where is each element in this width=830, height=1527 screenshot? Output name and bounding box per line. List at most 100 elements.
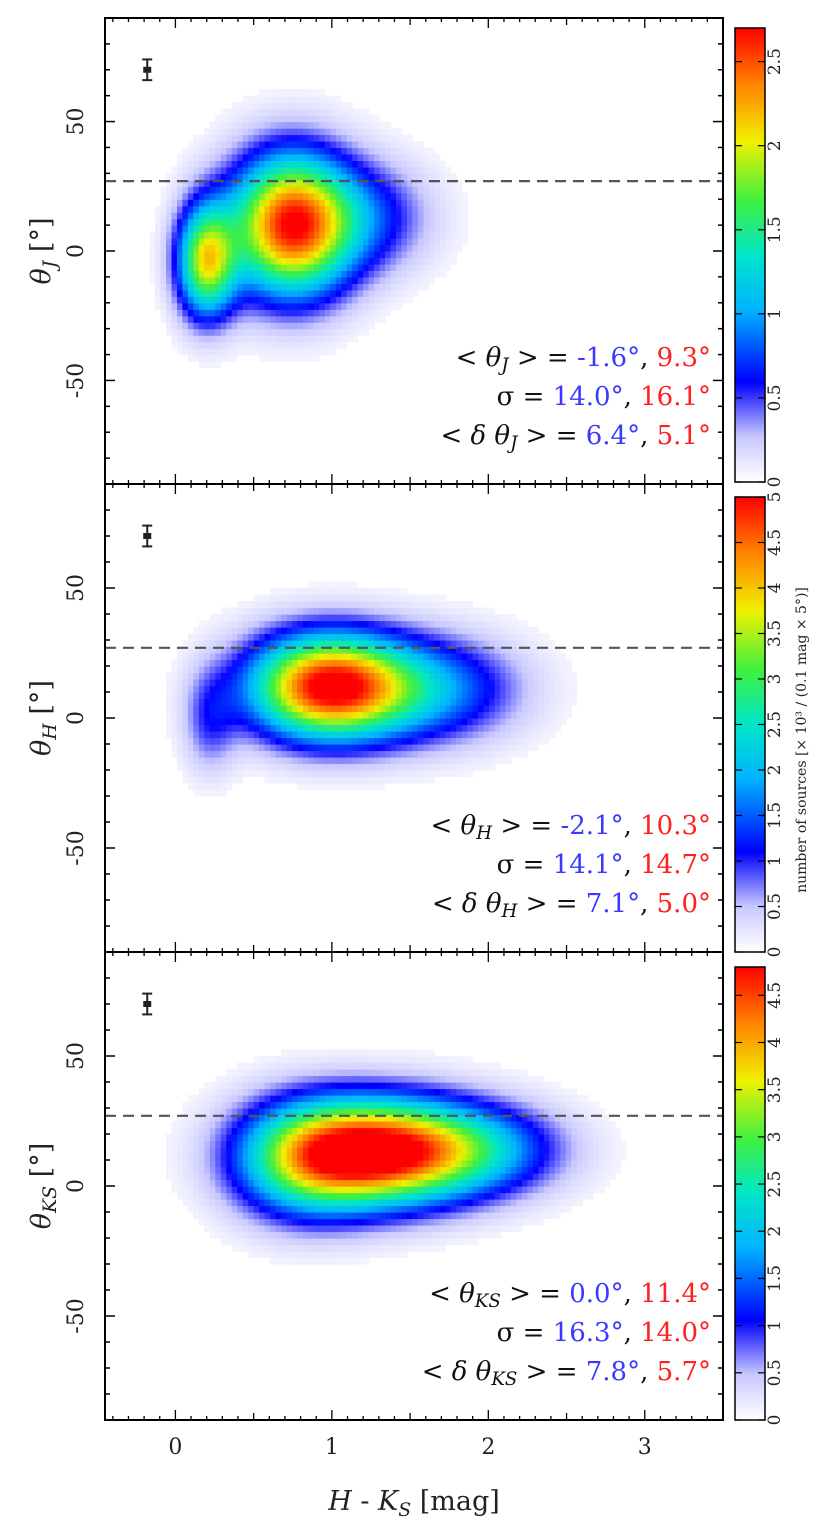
density-cell [363, 270, 370, 278]
density-cell [494, 698, 501, 706]
density-cell [302, 289, 309, 297]
density-cell [417, 692, 424, 700]
density-cell [177, 348, 184, 356]
density-cell [341, 115, 348, 123]
density-cell [204, 205, 211, 213]
density-cell [313, 315, 320, 323]
density-cell [467, 705, 474, 713]
density-cell [220, 244, 227, 252]
density-map-H [166, 581, 578, 797]
density-cell [346, 588, 353, 596]
density-cell [335, 296, 342, 304]
density-cell [292, 1153, 299, 1161]
density-cell [253, 205, 260, 213]
density-cell [171, 737, 178, 745]
density-cell [253, 1140, 260, 1148]
density-cell [177, 257, 184, 265]
density-cell [363, 147, 370, 155]
density-cell [313, 659, 320, 667]
density-cell [198, 302, 205, 310]
density-cell [335, 627, 342, 635]
density-cell [407, 666, 414, 674]
density-cell [171, 666, 178, 674]
density-cell [237, 270, 244, 278]
density-cell [297, 646, 304, 654]
density-cell [335, 263, 342, 271]
density-cell [177, 724, 184, 732]
density-cell [472, 633, 479, 641]
density-cell [456, 672, 463, 680]
density-cell [500, 672, 507, 680]
density-cell [522, 653, 529, 661]
density-cell [423, 192, 430, 200]
density-cell [390, 633, 397, 641]
density-cell [390, 212, 397, 220]
density-cell [248, 153, 255, 161]
density-cell [472, 724, 479, 732]
density-cell [281, 659, 288, 667]
density-cell [396, 251, 403, 259]
density-cell [292, 199, 299, 207]
density-cell [297, 89, 304, 97]
density-cell [204, 257, 211, 265]
density-cell [275, 1238, 282, 1246]
density-cell [242, 627, 249, 635]
density-cell [390, 620, 397, 628]
density-cell [330, 659, 337, 667]
density-cell [352, 121, 359, 129]
density-cell [385, 614, 392, 622]
density-cell [450, 231, 457, 239]
density-cell [308, 627, 315, 635]
density-cell [226, 692, 233, 700]
density-cell [231, 102, 238, 110]
density-cell [505, 653, 512, 661]
density-cell [489, 750, 496, 758]
density-cell [423, 770, 430, 778]
density-cell [324, 750, 331, 758]
density-cell [231, 633, 238, 641]
density-cell [215, 341, 222, 349]
density-cell [264, 685, 271, 693]
density-cell [171, 1153, 178, 1161]
density-cell [220, 147, 227, 155]
density-cell [319, 128, 326, 136]
density-cell [330, 128, 337, 136]
density-cell [308, 1160, 315, 1168]
density-cell [363, 257, 370, 265]
density-cell [313, 1179, 320, 1187]
density-cell [226, 1231, 233, 1239]
density-cell [379, 770, 386, 778]
density-cell [281, 1238, 288, 1246]
density-cell [297, 179, 304, 187]
density-cell [215, 1127, 222, 1135]
density-cell [390, 186, 397, 194]
density-cell [341, 251, 348, 259]
density-cell [494, 757, 501, 765]
density-cell [396, 594, 403, 602]
density-cell [198, 166, 205, 174]
density-cell [335, 108, 342, 116]
density-cell [532, 679, 539, 687]
density-cell [374, 633, 381, 641]
density-cell [248, 614, 255, 622]
density-cell [226, 1166, 233, 1174]
density-cell [390, 147, 397, 155]
density-cell [286, 724, 293, 732]
density-cell [270, 102, 277, 110]
density-cell [270, 724, 277, 732]
density-cell [270, 698, 277, 706]
density-cell [177, 309, 184, 317]
density-cell [259, 95, 266, 103]
density-cell [341, 238, 348, 246]
density-cell [302, 744, 309, 752]
density-cell [434, 263, 441, 271]
density-cell [532, 653, 539, 661]
density-cell [187, 653, 194, 661]
density-cell [385, 153, 392, 161]
density-cell [313, 173, 320, 181]
density-cell [330, 705, 337, 713]
density-cell [198, 212, 205, 220]
density-cell [401, 205, 408, 213]
density-cell [226, 1069, 233, 1077]
density-cell [302, 1140, 309, 1148]
